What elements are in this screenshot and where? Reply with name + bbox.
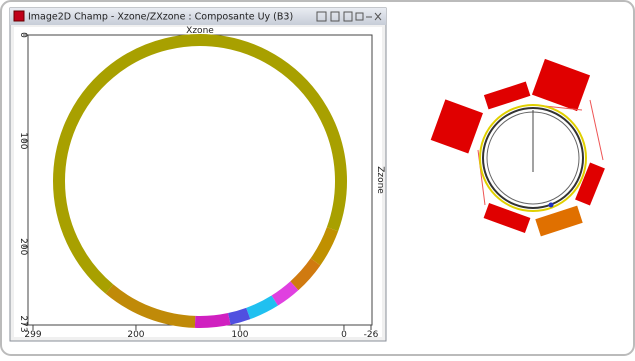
block — [531, 58, 591, 112]
y-tick-label: 100 — [18, 132, 28, 149]
ring-segment — [227, 307, 251, 325]
btn-doc[interactable] — [343, 11, 353, 22]
ring-segment — [194, 313, 231, 328]
y-tick-label: 200 — [18, 238, 28, 255]
x-label: Xzone — [186, 26, 214, 36]
block — [535, 205, 583, 237]
ring-segment — [105, 284, 196, 328]
x-tick-label: 100 — [231, 330, 248, 340]
y-tick-label: 0 — [18, 32, 28, 38]
x-tick-label: -26 — [364, 330, 379, 340]
btn-close[interactable] — [374, 12, 382, 21]
title-bar[interactable] — [10, 8, 386, 25]
block — [483, 202, 531, 234]
x-tick-label: 299 — [24, 330, 41, 340]
ring-segment — [310, 227, 339, 266]
y-label: Zzone — [375, 166, 385, 194]
btn-page[interactable] — [330, 11, 340, 22]
ring-segment — [290, 258, 321, 291]
window-title: Image2D Champ - Xzone/ZXzone : Composant… — [28, 12, 293, 23]
btn-restore[interactable] — [355, 12, 364, 21]
ring-segment — [53, 34, 347, 232]
x-tick-label: 200 — [127, 330, 144, 340]
ring-segment — [246, 295, 278, 320]
block — [575, 162, 605, 206]
app-icon — [13, 10, 25, 22]
btn-grid[interactable] — [316, 11, 327, 22]
window: Image2D Champ - Xzone/ZXzone : Composant… — [9, 7, 387, 342]
plot-area — [14, 27, 382, 337]
ring — [53, 34, 347, 328]
block — [483, 81, 531, 110]
x-tick-label: 0 — [341, 330, 347, 340]
ring-segment — [271, 281, 299, 306]
ring-outer — [479, 104, 587, 212]
ring-mid — [482, 107, 584, 209]
ring-segment — [53, 180, 114, 294]
point — [548, 202, 554, 208]
y-tick-label: 273 — [18, 315, 28, 332]
section-diagram — [430, 58, 605, 237]
block — [430, 99, 483, 154]
